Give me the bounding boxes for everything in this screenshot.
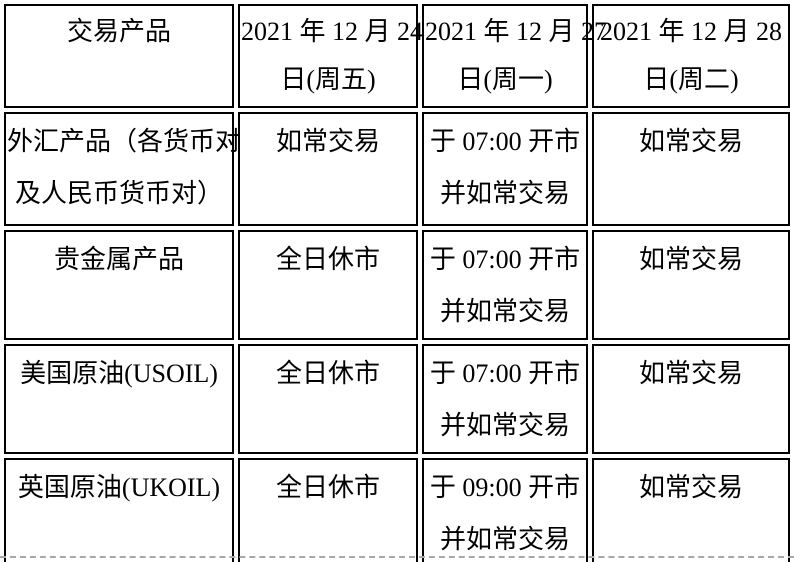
status-cell-dec28: 如常交易: [592, 458, 790, 562]
header-cell-dec27: 2021 年 12 月 27 日(周一): [422, 4, 607, 108]
status-cell-dec24: 如常交易: [238, 112, 418, 226]
product-name-cell: 外汇产品（各货币对 及人民币货币对）: [4, 112, 241, 226]
header-cell-dec28: 2021 年 12 月 28 日(周二): [592, 4, 790, 108]
table-row-ukoil: 英国原油(UKOIL) 全日休市 于 09:00 开市 并如常交易 如常交易: [4, 458, 790, 562]
status-cell-dec24: 全日休市: [238, 230, 418, 340]
table-row-forex: 外汇产品（各货币对 及人民币货币对） 如常交易 于 07:00 开市 并如常交易…: [4, 112, 790, 226]
product-name-cell: 贵金属产品: [4, 230, 234, 340]
status-cell-dec27: 于 07:00 开市 并如常交易: [422, 344, 588, 454]
table-row-usoil: 美国原油(USOIL) 全日休市 于 07:00 开市 并如常交易 如常交易: [4, 344, 790, 454]
status-cell-dec28: 如常交易: [592, 230, 790, 340]
product-name-cell: 美国原油(USOIL): [4, 344, 234, 454]
product-name-cell: 英国原油(UKOIL): [4, 458, 234, 562]
status-cell-dec24: 全日休市: [238, 458, 418, 562]
status-cell-dec27: 于 07:00 开市 并如常交易: [422, 112, 588, 226]
table-row-precious-metals: 贵金属产品 全日休市 于 07:00 开市 并如常交易 如常交易: [4, 230, 790, 340]
table-header-row: 交易产品 2021 年 12 月 24 日(周五) 2021 年 12 月 27…: [4, 4, 790, 108]
status-cell-dec28: 如常交易: [592, 112, 790, 226]
status-cell-dec28: 如常交易: [592, 344, 790, 454]
header-cell-dec24: 2021 年 12 月 24 日(周五): [238, 4, 423, 108]
status-cell-dec27: 于 07:00 开市 并如常交易: [422, 230, 588, 340]
status-cell-dec24: 全日休市: [238, 344, 418, 454]
page-boundary-dashed-line: [0, 556, 794, 558]
header-cell-product: 交易产品: [4, 4, 234, 108]
status-cell-dec27: 于 09:00 开市 并如常交易: [422, 458, 588, 562]
